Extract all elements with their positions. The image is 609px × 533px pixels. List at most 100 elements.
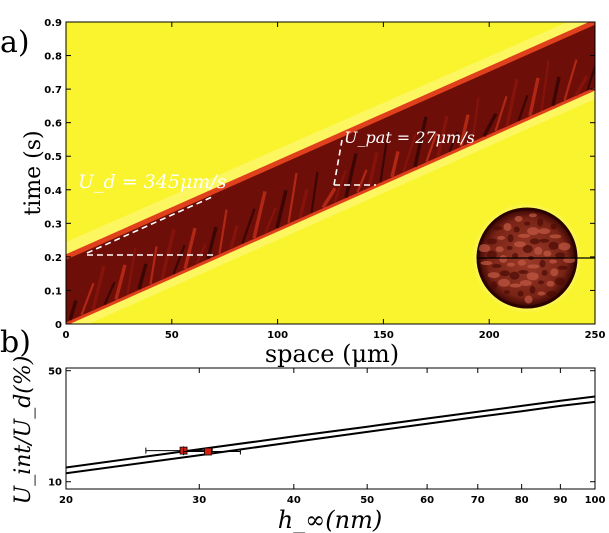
inset-spot [518,269,529,274]
inset-domain-image [472,203,595,313]
band-stripe [149,246,158,285]
band-stripe [183,227,197,270]
inset-spot [513,241,526,248]
band-stripe [241,208,256,244]
band-stripe [563,59,578,101]
band-stripe [91,265,106,311]
inset-spot [486,238,497,245]
band-stripe [459,114,470,147]
inset-spot [517,259,526,266]
inset-spot [534,246,543,255]
inset-spot [497,235,506,240]
inset-spot [550,268,559,277]
panel-a-frame [65,21,596,325]
y-tick-label: 0.1 [44,286,62,297]
inset-spot [549,234,562,239]
x-tick-label: 90 [553,495,567,506]
x-tick-label: 80 [515,495,529,506]
inset-spot [537,291,546,296]
y-tick-label: 0.8 [44,52,62,63]
inset-spot [495,246,504,253]
panel-a-ylabel: time (s) [21,130,46,215]
x-tick-label: 100 [585,495,606,506]
panel-a-ticks: 0 50 100 150 200 250 0 0.1 0.2 0.3 0.4 0.5 0.6 0.7 0.8… [44,18,605,341]
inset-spot [506,245,513,250]
inset-spot [478,244,491,253]
inset-spot [487,272,500,279]
inset-spot [537,218,544,227]
band-stripe [344,153,358,198]
inset-spot [563,257,576,264]
series-line [66,400,595,475]
inset-spot [539,259,546,268]
x-tick-label: 150 [373,330,394,341]
band-stripe [505,78,519,127]
inset-spot [499,254,508,263]
inset-spot [524,295,533,304]
band-stripe [264,207,277,234]
band-stripe [586,62,595,91]
band-stripe [252,190,267,239]
y-tick-label: 0.6 [44,119,62,130]
panel-a-xlabel: space (μm) [265,340,399,368]
inset-spot [517,290,524,297]
band-upper-edge [66,22,595,260]
band-stripe [126,247,137,295]
panel-b-label: b) [0,325,31,360]
upat-slope-line [333,139,343,186]
inset-spot [519,280,532,287]
inset-spot [528,213,537,218]
heatmap-plot-area [66,22,595,324]
band-stripe [298,188,309,219]
series-line [66,395,595,469]
inset-spot [538,228,551,235]
x-tick-label: 60 [420,495,434,506]
inset-spot [506,262,515,267]
y-tick-label: 0.9 [44,18,62,29]
inset-spot [480,261,493,266]
inset-spot [491,263,502,268]
inset-texture [478,213,576,304]
inset-spot [529,285,536,294]
band-stripe [471,97,480,142]
band-stripes [68,59,595,321]
x-tick-label: 20 [59,495,73,506]
band-stripe [390,151,400,178]
x-tick-label: 30 [192,495,206,506]
x-tick-label: 0 [63,330,70,341]
panel-b-frame [65,367,596,490]
inset-spot [555,252,566,259]
inset-spot [499,270,510,277]
inset-spot [514,215,523,222]
ud-annotation: U_d = 345μm/s [78,171,227,193]
inset-spot [503,223,512,232]
band-stripe [356,169,368,193]
band-stripe [379,135,389,183]
inset-spot [557,265,568,270]
band-stripe [482,112,498,137]
inset-spot [558,242,571,251]
band-stripe [321,187,337,209]
band-stripe [494,95,508,132]
band-stripe [287,172,298,224]
inset-spot [522,245,533,254]
band-stripe [68,300,78,321]
inset-spot [498,278,511,287]
inset-spot [539,238,550,243]
inset-spot [513,226,520,233]
band-stripe [367,152,379,188]
y-tick-label: 0.5 [44,152,62,163]
band-stripe [413,116,428,168]
band-stripe [275,189,288,229]
inset-spot [526,272,539,281]
panel-a: a) U_d = 345μm/s U_pat = 27μm/s [0,18,605,368]
band-stripe [425,132,438,163]
band-stripe [551,76,561,106]
y-tick-label: 0 [55,320,62,331]
inset-spot [524,221,531,226]
panel-b-curves [66,395,595,475]
inset-spot [509,283,522,288]
y-tick-label: 0.7 [44,85,62,96]
inset-spot [529,238,540,245]
